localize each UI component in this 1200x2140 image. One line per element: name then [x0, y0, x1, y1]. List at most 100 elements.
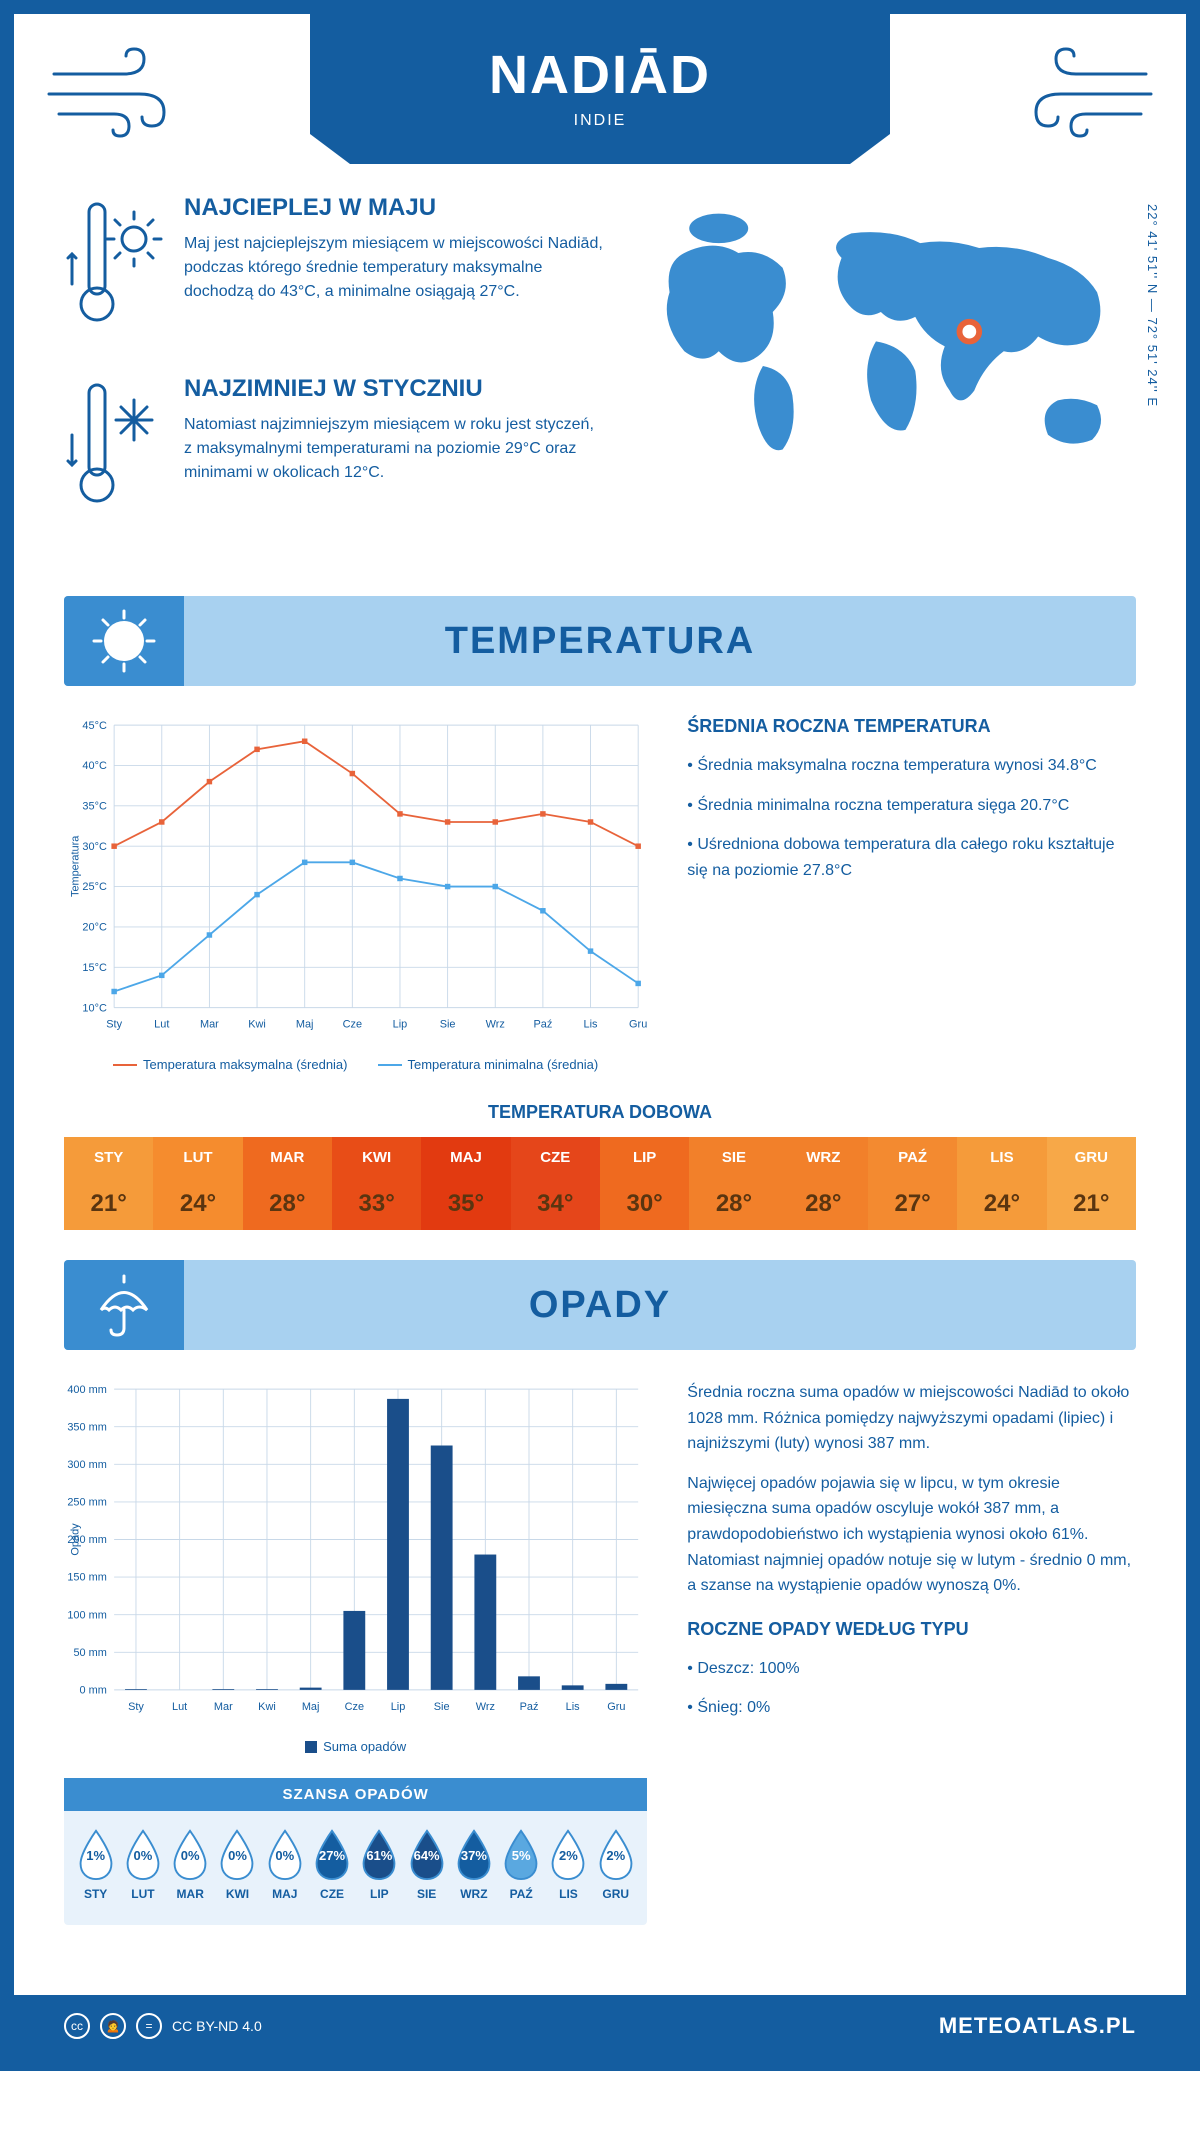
chance-drop: 0%KWI	[214, 1827, 261, 1901]
precip-p1: Średnia roczna suma opadów w miejscowośc…	[687, 1380, 1136, 1457]
svg-text:15°C: 15°C	[82, 962, 107, 974]
cold-text: Natomiast najzimniejszym miesiącem w rok…	[184, 413, 605, 485]
wind-icon	[1016, 44, 1156, 144]
svg-text:Gru: Gru	[629, 1019, 647, 1031]
temp-b1: • Średnia maksymalna roczna temperatura …	[687, 753, 1136, 779]
infographic: NADIĀD INDIE	[0, 0, 1200, 2071]
svg-text:Paź: Paź	[533, 1019, 552, 1031]
coordinates: 22° 41' 51'' N — 72° 51' 24'' E	[1145, 204, 1160, 407]
intro-row: NAJCIEPLEJ W MAJU Maj jest najcieplejszy…	[64, 194, 1136, 556]
world-map: 22° 41' 51'' N — 72° 51' 24'' E	[645, 194, 1136, 474]
sun-icon	[64, 596, 184, 686]
chance-drop: 1%STY	[72, 1827, 119, 1901]
svg-text:Mar: Mar	[200, 1019, 219, 1031]
thermometer-cold-icon	[64, 375, 164, 520]
nd-icon: =	[136, 2013, 162, 2039]
svg-text:250 mm: 250 mm	[67, 1497, 106, 1509]
temp-info-title: ŚREDNIA ROCZNA TEMPERATURA	[687, 716, 1136, 737]
cc-icon: cc	[64, 2013, 90, 2039]
svg-text:Sty: Sty	[106, 1019, 122, 1031]
svg-text:Gru: Gru	[607, 1701, 625, 1713]
svg-text:Lip: Lip	[391, 1701, 406, 1713]
thermometer-hot-icon	[64, 194, 164, 339]
svg-text:Lip: Lip	[393, 1019, 408, 1031]
svg-text:100 mm: 100 mm	[67, 1609, 106, 1621]
chance-drop: 2%LIS	[545, 1827, 592, 1901]
svg-text:300 mm: 300 mm	[67, 1459, 106, 1471]
svg-text:Opady: Opady	[70, 1523, 82, 1556]
temp-section-header: TEMPERATURA	[64, 596, 1136, 686]
city-name: NADIĀD	[310, 44, 890, 106]
svg-text:350 mm: 350 mm	[67, 1421, 106, 1433]
svg-text:Lis: Lis	[566, 1701, 581, 1713]
footer: cc 🙍 = CC BY-ND 4.0 METEOATLAS.PL	[14, 1995, 1186, 2057]
hot-title: NAJCIEPLEJ W MAJU	[184, 194, 605, 222]
svg-text:Temperatura: Temperatura	[70, 835, 82, 897]
precip-type-title: ROCZNE OPADY WEDŁUG TYPU	[687, 1619, 1136, 1640]
legend-min: Temperatura minimalna (średnia)	[408, 1057, 599, 1072]
umbrella-icon	[64, 1260, 184, 1350]
temp-b3: • Uśredniona dobowa temperatura dla całe…	[687, 832, 1136, 883]
chance-drop: 37%WRZ	[450, 1827, 497, 1901]
legend-max: Temperatura maksymalna (średnia)	[143, 1057, 347, 1072]
chance-drop: 0%MAJ	[261, 1827, 308, 1901]
temp-legend: Temperatura maksymalna (średnia) Tempera…	[64, 1057, 647, 1072]
hot-fact: NAJCIEPLEJ W MAJU Maj jest najcieplejszy…	[64, 194, 605, 339]
cold-title: NAJZIMNIEJ W STYCZNIU	[184, 375, 605, 403]
svg-text:40°C: 40°C	[82, 760, 107, 772]
title-ribbon: NADIĀD INDIE	[310, 14, 890, 164]
svg-text:400 mm: 400 mm	[67, 1384, 106, 1396]
legend-bar: Suma opadów	[323, 1739, 406, 1754]
daily-temp-title: TEMPERATURA DOBOWA	[64, 1102, 1136, 1123]
precip-info: Średnia roczna suma opadów w miejscowośc…	[687, 1380, 1136, 1925]
svg-text:0 mm: 0 mm	[80, 1685, 107, 1697]
cold-fact: NAJZIMNIEJ W STYCZNIU Natomiast najzimni…	[64, 375, 605, 520]
chance-drop: 0%LUT	[119, 1827, 166, 1901]
precip-p2: Najwięcej opadów pojawia się w lipcu, w …	[687, 1471, 1136, 1599]
chance-drop: 64%SIE	[403, 1827, 450, 1901]
svg-text:Sie: Sie	[440, 1019, 456, 1031]
precip-legend: Suma opadów	[64, 1739, 647, 1754]
chance-drop: 2%GRU	[592, 1827, 639, 1901]
svg-text:Sty: Sty	[128, 1701, 144, 1713]
header: NADIĀD INDIE	[14, 14, 1186, 194]
license-text: CC BY-ND 4.0	[172, 2018, 262, 2034]
chance-drop: 5%PAŹ	[498, 1827, 545, 1901]
svg-text:Paź: Paź	[520, 1701, 539, 1713]
svg-text:45°C: 45°C	[82, 720, 107, 732]
temp-title: TEMPERATURA	[445, 620, 756, 663]
svg-text:Lut: Lut	[154, 1019, 169, 1031]
svg-text:Cze: Cze	[343, 1019, 362, 1031]
precip-rain: • Deszcz: 100%	[687, 1656, 1136, 1682]
hot-text: Maj jest najcieplejszym miesiącem w miej…	[184, 232, 605, 304]
temp-b2: • Średnia minimalna roczna temperatura s…	[687, 793, 1136, 819]
temperature-line-chart: 10°C15°C20°C25°C30°C35°C40°C45°CStyLutMa…	[64, 716, 647, 1044]
svg-text:Sie: Sie	[434, 1701, 450, 1713]
chance-drop: 61%LIP	[356, 1827, 403, 1901]
svg-text:Maj: Maj	[302, 1701, 320, 1713]
svg-text:Mar: Mar	[214, 1701, 233, 1713]
daily-temp-table: STYLUTMARKWIMAJCZELIPSIEWRZPAŹLISGRU21°2…	[64, 1137, 1136, 1230]
precipitation-bar-chart: 0 mm50 mm100 mm150 mm200 mm250 mm300 mm3…	[64, 1380, 647, 1726]
svg-text:35°C: 35°C	[82, 800, 107, 812]
chance-box: SZANSA OPADÓW 1%STY0%LUT0%MAR0%KWI0%MAJ2…	[64, 1778, 647, 1925]
svg-text:Lut: Lut	[172, 1701, 187, 1713]
svg-text:150 mm: 150 mm	[67, 1572, 106, 1584]
precip-snow: • Śnieg: 0%	[687, 1695, 1136, 1721]
svg-text:30°C: 30°C	[82, 841, 107, 853]
country-name: INDIE	[310, 112, 890, 130]
by-icon: 🙍	[100, 2013, 126, 2039]
svg-text:Kwi: Kwi	[248, 1019, 266, 1031]
svg-text:Cze: Cze	[345, 1701, 364, 1713]
svg-text:Wrz: Wrz	[486, 1019, 505, 1031]
wind-icon	[44, 44, 184, 144]
precip-section-header: OPADY	[64, 1260, 1136, 1350]
svg-text:Lis: Lis	[584, 1019, 599, 1031]
svg-text:20°C: 20°C	[82, 922, 107, 934]
chance-drop: 0%MAR	[167, 1827, 214, 1901]
svg-text:Maj: Maj	[296, 1019, 314, 1031]
temp-info: ŚREDNIA ROCZNA TEMPERATURA • Średnia mak…	[687, 716, 1136, 1072]
svg-text:50 mm: 50 mm	[73, 1647, 106, 1659]
precip-title: OPADY	[529, 1284, 671, 1327]
svg-text:Kwi: Kwi	[258, 1701, 276, 1713]
